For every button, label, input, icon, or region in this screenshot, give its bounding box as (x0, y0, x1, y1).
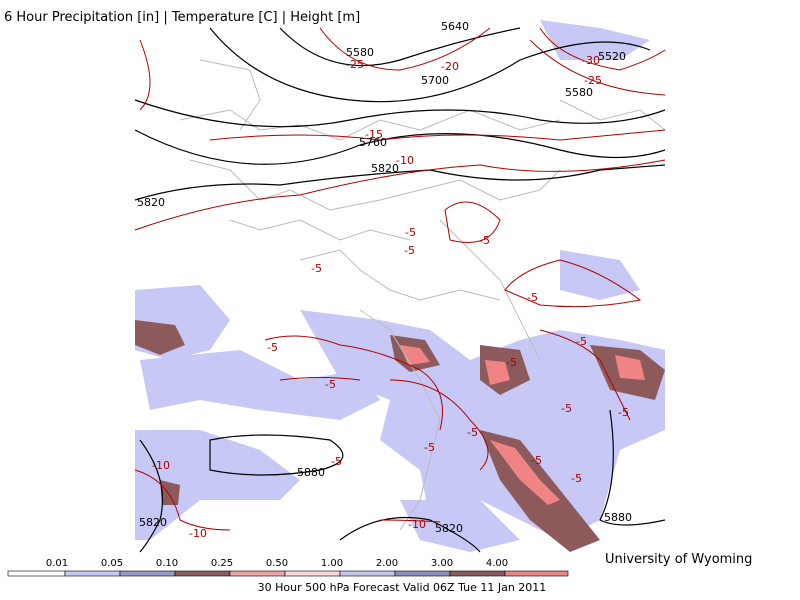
temperature-label: -5 (267, 341, 278, 354)
legend-swatch (449, 570, 506, 577)
height-label: 5640 (441, 20, 469, 33)
legend-swatch (504, 570, 569, 577)
height-label: 5580 (565, 86, 593, 99)
height-label: 5700 (421, 74, 449, 87)
borders (179, 59, 666, 531)
height-label: 5820 (435, 522, 463, 535)
legend-tick-label: 0.50 (266, 558, 288, 569)
legend-swatch (119, 570, 176, 577)
height-label: 5820 (137, 196, 165, 209)
temperature-label: -5 (325, 378, 336, 391)
precip-light (135, 20, 665, 552)
legend-tick-label: 0.01 (46, 558, 68, 569)
temperature-contours (134, 27, 666, 531)
legend-swatch (174, 570, 231, 577)
height-labels: 5640 5580 5700 5760 5820 5820 5520 5580 … (137, 20, 632, 535)
temperature-labels: -25 -20 -30 -25 -15 -10 -5 -5 -5 -5 -5 -… (152, 54, 629, 540)
temperature-label: -5 (571, 472, 582, 485)
temperature-label: -5 (311, 262, 322, 275)
height-contours (134, 27, 666, 553)
legend-tick-label: 0.25 (211, 558, 233, 569)
temperature-label: -5 (331, 455, 342, 468)
legend-tick-label: 3.00 (431, 558, 453, 569)
height-label: 5520 (598, 50, 626, 63)
temperature-label: -30 (582, 54, 600, 67)
temperature-label: -25 (584, 74, 602, 87)
legend-swatch (394, 570, 451, 577)
temperature-label: -5 (618, 406, 629, 419)
temperature-label: -10 (396, 154, 414, 167)
temperature-label: -10 (408, 518, 426, 531)
legend-swatch (7, 570, 66, 577)
height-label: 5880 (604, 511, 632, 524)
temperature-label: -5 (506, 356, 517, 369)
temperature-label: -25 (346, 58, 364, 71)
legend-tick-label: 1.00 (321, 558, 343, 569)
caption: 30 Hour 500 hPa Forecast Valid 06Z Tue 1… (258, 581, 547, 594)
temperature-label: -5 (467, 426, 478, 439)
temperature-label: -5 (561, 402, 572, 415)
temperature-label: -5 (527, 291, 538, 304)
height-label: 5820 (139, 516, 167, 529)
temperature-label: -10 (189, 527, 207, 540)
legend-tick-label: 4.00 (486, 558, 508, 569)
temperature-label: -5 (424, 441, 435, 454)
legend-tick-label: 2.00 (376, 558, 398, 569)
temperature-label: -20 (441, 60, 459, 73)
temperature-label: -5 (576, 335, 587, 348)
legend-swatch (64, 570, 121, 577)
height-label: 5880 (297, 466, 325, 479)
legend: 0.01 0.05 0.10 0.25 0.50 1.00 2.00 3.00 4.00 (7, 558, 569, 577)
legend-swatch (339, 570, 396, 577)
temperature-label: -5 (479, 234, 490, 247)
temperature-label: -5 (404, 244, 415, 257)
height-label: 5820 (371, 162, 399, 175)
temperature-label: -10 (152, 459, 170, 472)
temperature-label: -15 (365, 128, 383, 141)
height-label: 5580 (346, 46, 374, 59)
height-label: 5760 (359, 136, 387, 149)
legend-swatch (284, 570, 341, 577)
title: 6 Hour Precipitation [in] | Temperature … (4, 10, 360, 25)
legend-swatch (229, 570, 286, 577)
legend-tick-label: 0.05 (101, 558, 123, 569)
map (134, 20, 666, 553)
temperature-label: -5 (531, 454, 542, 467)
credit: University of Wyoming (605, 552, 752, 567)
temperature-label: -5 (405, 226, 416, 239)
legend-tick-label: 0.10 (156, 558, 178, 569)
